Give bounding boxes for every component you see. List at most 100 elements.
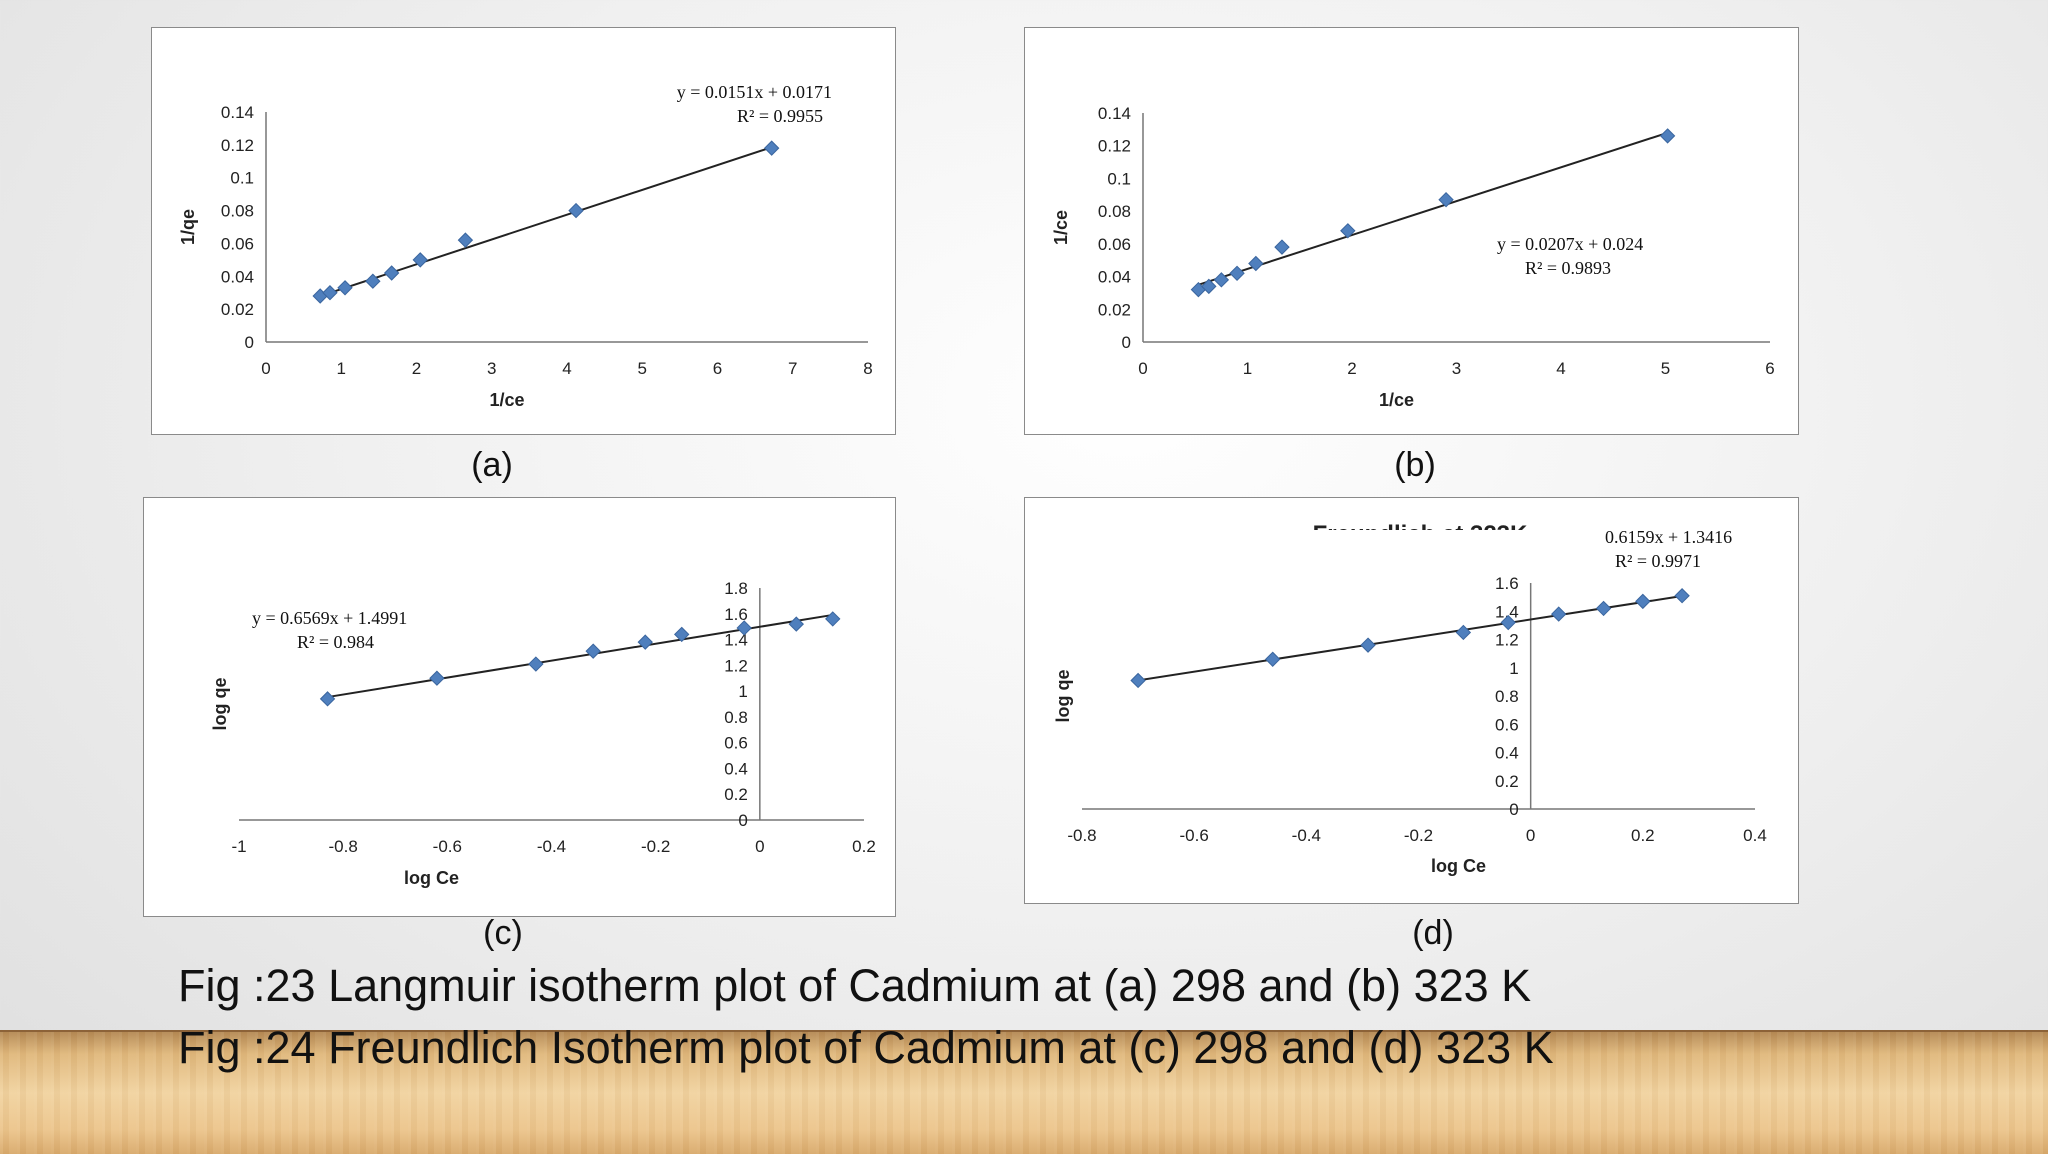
y-tick-label: 0.8: [724, 708, 748, 727]
x-tick-label: 8: [863, 359, 872, 378]
caption-d: (d): [1412, 914, 1454, 952]
y-tick-label: 0.6: [724, 734, 748, 753]
y-tick-label: 0.12: [1098, 137, 1131, 156]
data-point: [319, 691, 336, 707]
data-point: [412, 252, 428, 268]
y-tick-label: 1.2: [1495, 631, 1519, 650]
data-point: [337, 280, 353, 296]
data-point: [585, 643, 601, 659]
trendline-equation: 0.6159x + 1.3416: [1605, 527, 1732, 547]
data-point: [1130, 672, 1146, 689]
y-tick-label: 0.14: [221, 103, 254, 122]
y-tick-label: 0.4: [1495, 744, 1519, 763]
data-point: [429, 670, 445, 686]
trendline-equation: y = 0.0207x + 0.024: [1497, 234, 1643, 254]
x-tick-label: 7: [788, 359, 797, 378]
x-tick-label: 3: [1452, 359, 1461, 378]
x-tick-label: -0.4: [537, 837, 566, 856]
x-tick-label: 3: [487, 359, 496, 378]
x-tick-label: -0.4: [1292, 826, 1321, 845]
chart-c: -1 -0.8 -0.6 -0.4 -0.2 0 0.2 0 0.2 0.4 0.6 0.8 1 1.2 1…: [210, 579, 876, 888]
x-tick-label: -1: [231, 837, 246, 856]
x-tick-label: -0.2: [1404, 826, 1433, 845]
data-point: [1659, 128, 1676, 144]
y-tick-label: 1: [1509, 659, 1518, 678]
figure-caption-23: Fig :23 Langmuir isotherm plot of Cadmiu…: [178, 960, 1532, 1011]
y-tick-label: 1.6: [1495, 574, 1519, 593]
x-tick-label: -0.8: [329, 837, 358, 856]
chart-a: 0 1 2 3 4 5 6 7 8 0 0.02 0.04 0.06 0.08 0.1 0.12 0.14 1/c…: [178, 82, 873, 410]
data-point: [1264, 651, 1281, 667]
chart-title-partial: Freundlich at 323K: [1313, 521, 1528, 548]
data-point: [1340, 223, 1356, 239]
y-tick-label: 0: [1122, 333, 1131, 352]
y-tick-label: 1.4: [724, 631, 748, 650]
y-tick-label: 1: [738, 682, 747, 701]
x-tick-label: 4: [562, 359, 571, 378]
data-point: [1213, 272, 1230, 288]
y-axis-label: 1/qe: [178, 209, 198, 245]
trendline-equation: y = 0.0151x + 0.0171: [677, 82, 832, 102]
y-axis-label: log qe: [1053, 670, 1073, 723]
data-point: [1229, 265, 1245, 282]
data-point: [457, 232, 474, 248]
data-point: [736, 620, 752, 636]
x-tick-label: -0.2: [641, 837, 670, 856]
r-squared: R² = 0.9971: [1615, 551, 1701, 571]
x-axis-label: 1/ce: [489, 390, 524, 410]
chart-panel-b: 0 1 2 3 4 5 6 0 0.02 0.04 0.06 0.08 0.1 0.12 0.14 1/ce 1…: [1024, 27, 1799, 435]
chart-panel-c: -1 -0.8 -0.6 -0.4 -0.2 0 0.2 0 0.2 0.4 0.6 0.8 1 1.2 1…: [143, 497, 896, 917]
y-axis-label: log qe: [210, 678, 230, 731]
chart-panel-d: -0.8 -0.6 -0.4 -0.2 0 0.2 0.4 0 0.2 0.4 0.6 0.8 1 1.2…: [1024, 497, 1799, 904]
y-tick-label: 0.08: [221, 202, 254, 221]
data-point: [763, 140, 780, 156]
trendline-equation: y = 0.6569x + 1.4991: [252, 608, 407, 628]
x-tick-label: 2: [412, 359, 421, 378]
x-axis-label: 1/ce: [1379, 390, 1414, 410]
x-tick-label: 0: [755, 837, 764, 856]
y-tick-label: 1.8: [724, 579, 748, 598]
data-point: [1201, 278, 1217, 295]
y-tick-label: 0.8: [1495, 687, 1519, 706]
x-tick-label: 0.2: [1631, 826, 1655, 845]
x-tick-label: 5: [1661, 359, 1670, 378]
y-tick-label: 1.6: [724, 605, 748, 624]
caption-c: (c): [483, 914, 523, 952]
y-tick-label: 0.12: [221, 136, 254, 155]
x-tick-label: 0.4: [1743, 826, 1767, 845]
x-tick-label: -0.6: [1180, 826, 1209, 845]
x-tick-label: 1: [337, 359, 346, 378]
y-axis-label: 1/ce: [1051, 210, 1071, 245]
x-axis-label: log Ce: [404, 868, 459, 888]
data-point: [1595, 600, 1612, 617]
data-point: [365, 273, 381, 289]
data-point: [1674, 588, 1690, 604]
x-tick-label: 0.2: [852, 837, 876, 856]
data-point: [1248, 255, 1264, 272]
y-tick-label: 0.1: [230, 169, 254, 188]
data-point: [383, 265, 400, 281]
data-point: [825, 611, 841, 627]
data-point: [1551, 606, 1567, 622]
y-tick-label: 1.2: [724, 656, 748, 675]
y-tick-label: 0.6: [1495, 715, 1519, 734]
r-squared: R² = 0.984: [297, 632, 374, 652]
data-point: [1274, 239, 1290, 255]
y-tick-label: 0.08: [1098, 202, 1131, 221]
r-squared: R² = 0.9893: [1525, 258, 1611, 278]
caption-a: (a): [471, 446, 513, 484]
y-tick-label: 0.02: [221, 300, 254, 319]
y-tick-label: 1.4: [1495, 602, 1519, 621]
r-squared: R² = 0.9955: [737, 106, 823, 126]
y-tick-label: 0.1: [1107, 169, 1131, 188]
y-tick-label: 0.2: [1495, 772, 1519, 791]
data-point: [1455, 624, 1472, 641]
y-tick-label: 0.2: [724, 785, 748, 804]
data-point: [528, 656, 544, 672]
y-tick-label: 0: [1509, 800, 1518, 819]
x-tick-label: 0: [1526, 826, 1535, 845]
x-tick-label: 1: [1243, 359, 1252, 378]
x-tick-label: 2: [1347, 359, 1356, 378]
wood-floor-background: [0, 1030, 2048, 1154]
x-tick-label: 6: [1765, 359, 1774, 378]
